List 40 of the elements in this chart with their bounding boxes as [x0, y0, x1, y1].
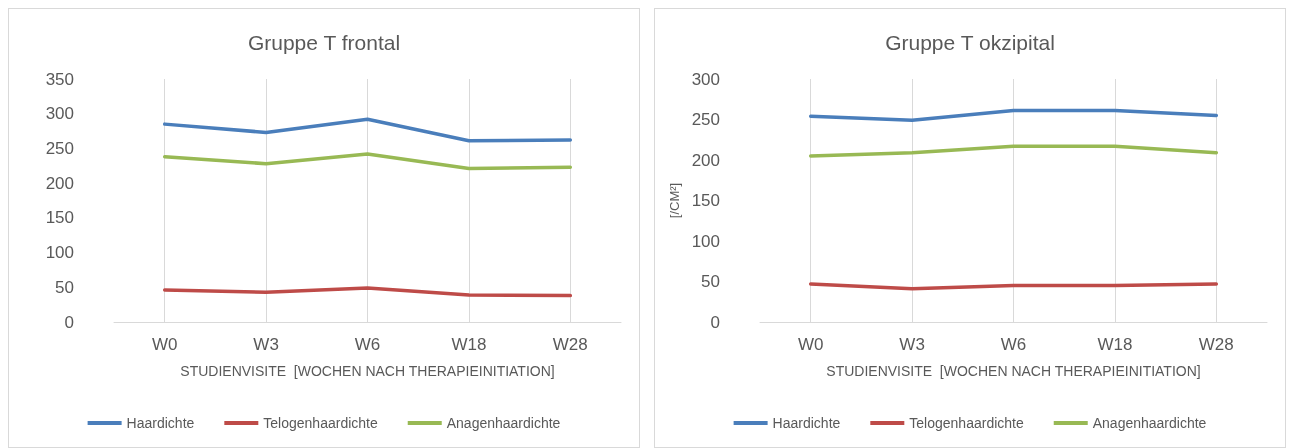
x-tick-label: W18 [451, 335, 487, 354]
legend-label: Telogenhaardichte [909, 415, 1024, 431]
x-tick-label: W18 [1097, 335, 1133, 354]
y-tick-label: 150 [45, 208, 74, 228]
y-axis-title: [/CM²] [666, 182, 682, 219]
legend-label: Anagenhaardichte [446, 415, 561, 431]
chart-title: Gruppe T frontal [247, 31, 401, 54]
legend-label: Anagenhaardichte [1092, 415, 1207, 431]
legend-label: Haardichte [126, 415, 195, 431]
legend-label: Haardichte [772, 415, 841, 431]
y-tick-label: 300 [45, 104, 74, 124]
x-tick-label: W6 [1000, 335, 1027, 354]
y-tick-label: 200 [691, 150, 720, 170]
x-tick-label: W28 [552, 335, 588, 354]
x-tick-label: W0 [797, 335, 824, 354]
line-series [808, 108, 1219, 123]
legend-label: Telogenhaardichte [263, 415, 378, 431]
y-tick-label: 250 [45, 138, 74, 158]
y-tick-label: 50 [701, 272, 720, 291]
x-tick-label: W0 [151, 335, 178, 354]
y-tick-label: 50 [55, 277, 74, 297]
y-tick-label: 100 [45, 243, 74, 263]
x-axis-title: STUDIENVISITE [WOCHEN NACH THERAPIEINITIATION] [180, 363, 555, 379]
y-tick-label: 250 [691, 110, 720, 129]
y-tick-label: 150 [691, 191, 720, 210]
y-tick-label: 200 [45, 173, 74, 193]
y-tick-label: 300 [691, 69, 720, 89]
chart-title: Gruppe T okzipital [885, 31, 1055, 54]
x-tick-label: W6 [354, 335, 381, 354]
y-tick-label: 350 [45, 69, 74, 89]
y-tick-label: 100 [691, 231, 720, 251]
line-series [162, 117, 573, 143]
x-axis-title: STUDIENVISITE [WOCHEN NACH THERAPIEINITIATION] [826, 363, 1201, 379]
x-tick-label: W3 [253, 335, 279, 354]
line-series [162, 286, 573, 298]
y-tick-label: 0 [64, 312, 74, 332]
x-tick-label: W3 [899, 335, 925, 354]
line-series [162, 152, 573, 171]
y-tick-label: 0 [710, 312, 720, 332]
x-tick-label: W28 [1198, 335, 1234, 354]
